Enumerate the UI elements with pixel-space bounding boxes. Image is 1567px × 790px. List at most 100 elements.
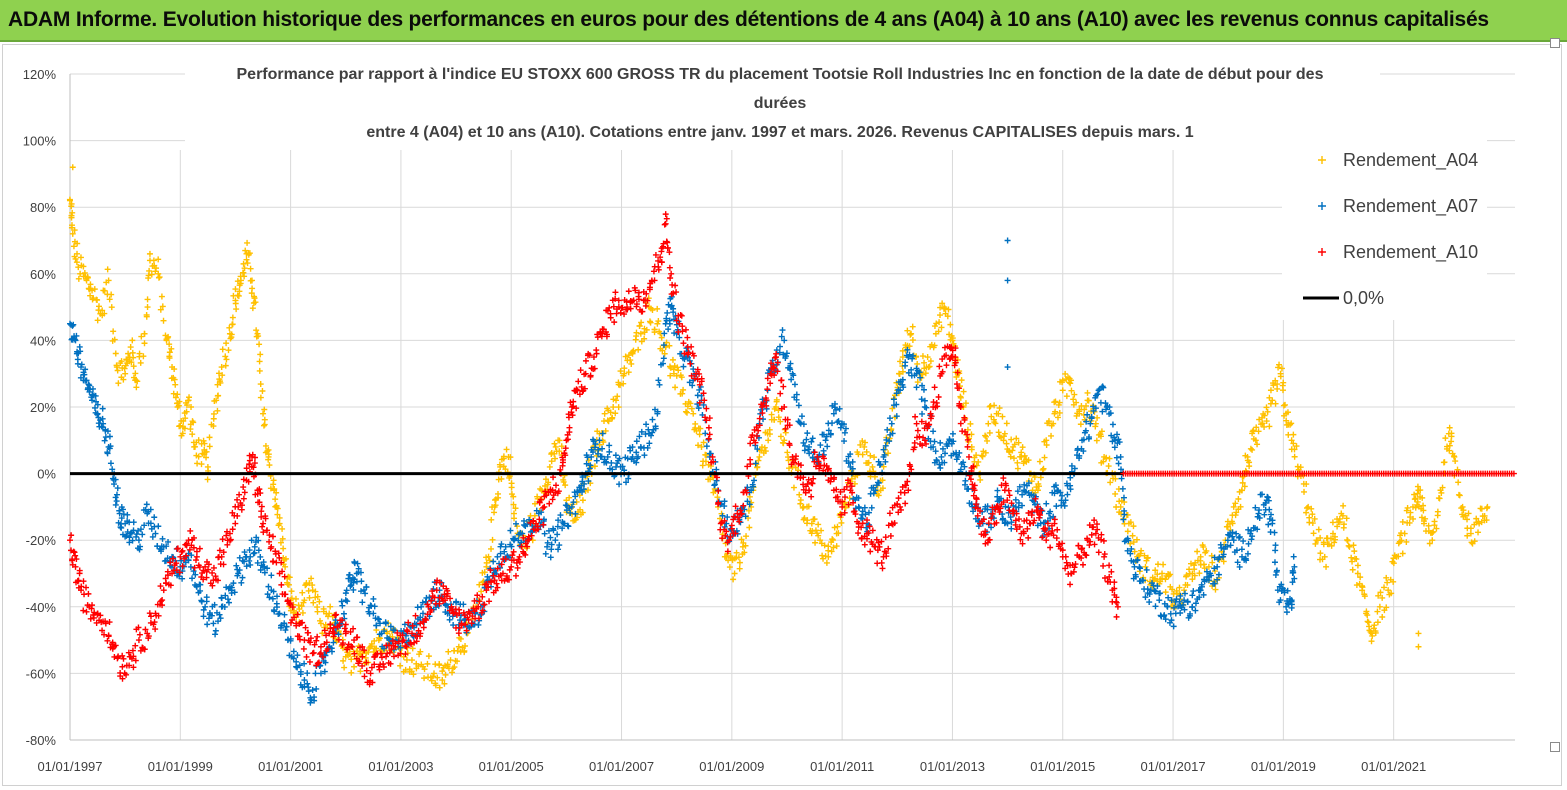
data-point xyxy=(591,463,598,470)
resize-handle-top-right[interactable] xyxy=(1550,38,1560,48)
data-point xyxy=(664,309,671,316)
data-point xyxy=(1203,568,1210,575)
data-point xyxy=(921,397,928,404)
data-point xyxy=(610,303,617,310)
data-point xyxy=(796,491,803,498)
data-point xyxy=(186,394,193,401)
data-point xyxy=(403,656,410,663)
data-point xyxy=(140,353,147,360)
data-point xyxy=(1052,408,1059,415)
data-point xyxy=(891,520,898,527)
data-point xyxy=(611,319,618,326)
data-point xyxy=(655,263,662,270)
data-point xyxy=(809,454,816,461)
data-point xyxy=(1399,518,1406,525)
data-point xyxy=(1159,575,1166,582)
data-point xyxy=(460,601,467,608)
data-point xyxy=(1484,503,1491,510)
data-point xyxy=(214,392,221,399)
data-point xyxy=(127,530,134,537)
data-point xyxy=(476,581,483,588)
data-point xyxy=(511,536,518,543)
data-point xyxy=(203,594,210,601)
data-point xyxy=(397,644,404,651)
data-point xyxy=(169,555,176,562)
data-point xyxy=(231,589,238,596)
data-point xyxy=(884,426,891,433)
data-point xyxy=(641,335,648,342)
data-point xyxy=(684,409,691,416)
data-point xyxy=(1073,399,1080,406)
data-point xyxy=(830,544,837,551)
data-point xyxy=(380,661,387,668)
data-point xyxy=(205,561,212,568)
data-point xyxy=(1192,607,1199,614)
data-point xyxy=(817,442,824,449)
data-point xyxy=(676,334,683,341)
data-point xyxy=(988,515,995,522)
data-point xyxy=(588,453,595,460)
data-point xyxy=(350,625,357,632)
data-point xyxy=(247,553,254,560)
data-point xyxy=(743,489,750,496)
data-point xyxy=(1271,529,1278,536)
data-point xyxy=(728,522,735,529)
data-point xyxy=(655,257,662,264)
data-point xyxy=(319,653,326,660)
data-point xyxy=(424,660,431,667)
data-point xyxy=(1087,420,1094,427)
data-point xyxy=(1094,414,1101,421)
y-tick-label: 120% xyxy=(23,67,57,82)
legend-background xyxy=(1282,140,1487,320)
data-point xyxy=(754,463,761,470)
data-point xyxy=(494,553,501,560)
data-point xyxy=(1037,520,1044,527)
data-point xyxy=(1007,514,1014,521)
data-point xyxy=(522,551,529,558)
data-point xyxy=(423,617,430,624)
data-point xyxy=(1036,514,1043,521)
data-point xyxy=(315,659,322,666)
data-point xyxy=(136,631,143,638)
data-point xyxy=(763,402,770,409)
data-point xyxy=(164,555,171,562)
data-point xyxy=(502,556,509,563)
data-point xyxy=(404,628,411,635)
data-point xyxy=(232,520,239,527)
data-point xyxy=(690,352,697,359)
data-point xyxy=(1087,538,1094,545)
data-point xyxy=(338,598,345,605)
data-point xyxy=(730,576,737,583)
data-point xyxy=(394,629,401,636)
data-point xyxy=(285,581,292,588)
data-point xyxy=(1086,542,1093,549)
data-point xyxy=(568,503,575,510)
data-point xyxy=(756,422,763,429)
data-point xyxy=(1019,444,1026,451)
data-point xyxy=(585,457,592,464)
data-point xyxy=(196,545,203,552)
data-point xyxy=(1059,377,1066,384)
data-point xyxy=(878,559,885,566)
data-point xyxy=(852,511,859,518)
data-point xyxy=(680,386,687,393)
legend: Rendement_A04Rendement_A07Rendement_A100… xyxy=(1282,140,1487,320)
data-point xyxy=(786,442,793,449)
data-point xyxy=(802,489,809,496)
data-point xyxy=(261,406,268,413)
data-point xyxy=(638,428,645,435)
data-point xyxy=(1127,550,1134,557)
data-point xyxy=(663,315,670,322)
resize-handle-bottom-right[interactable] xyxy=(1550,742,1560,752)
data-point xyxy=(506,576,513,583)
data-point xyxy=(612,410,619,417)
data-point xyxy=(1288,420,1295,427)
data-point xyxy=(112,350,119,357)
data-point xyxy=(864,517,871,524)
x-tick-label: 01/01/2009 xyxy=(699,759,764,774)
data-point xyxy=(264,565,271,572)
data-point xyxy=(256,367,263,374)
data-point xyxy=(806,450,813,457)
data-point xyxy=(879,485,886,492)
data-point xyxy=(159,602,166,609)
